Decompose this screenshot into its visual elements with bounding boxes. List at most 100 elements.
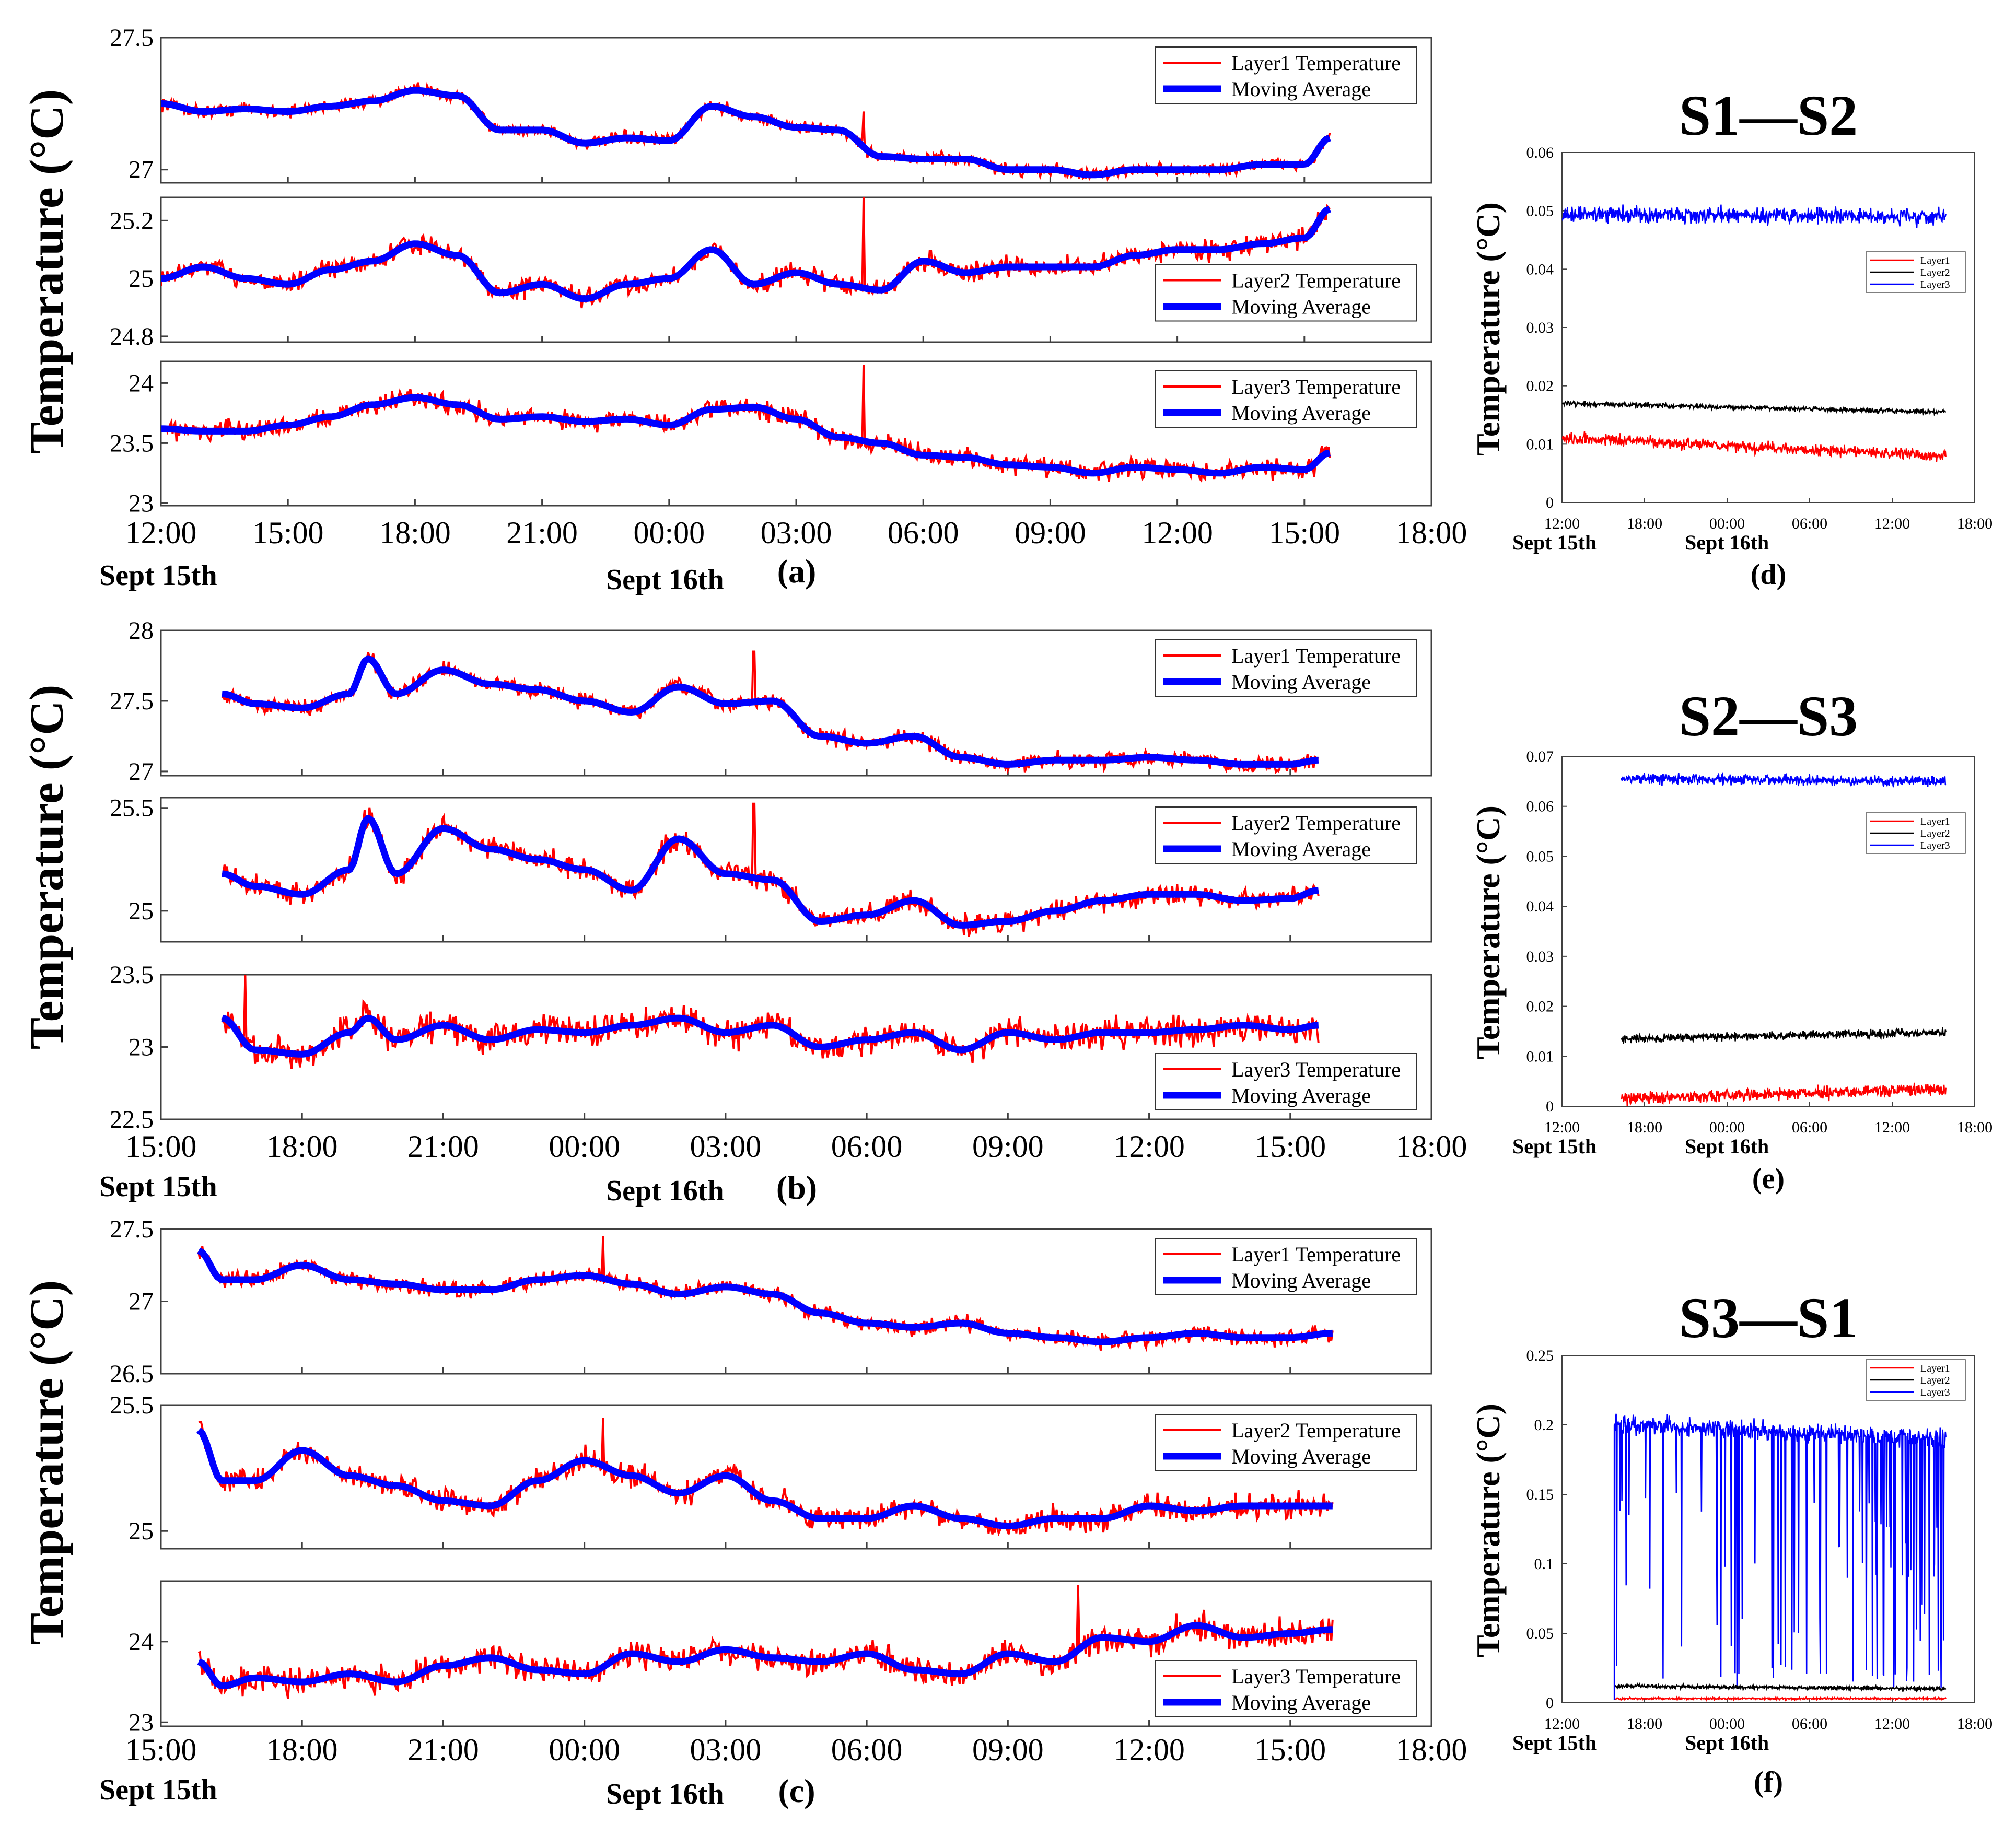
y-tick-label: 27 <box>129 1288 154 1316</box>
x-tick-label: 18:00 <box>1957 515 1992 532</box>
y-tick-label: 0.02 <box>1526 998 1554 1015</box>
x-tick-label: 15:00 <box>125 1129 197 1164</box>
legend-label-layer3: Layer3 <box>1920 840 1950 851</box>
y-tick-label: 27.5 <box>110 1215 154 1243</box>
x-tick-label: 18:00 <box>266 1733 338 1767</box>
x-tick-label: 06:00 <box>831 1129 903 1164</box>
x-tick-label: 15:00 <box>1254 1733 1326 1767</box>
panel-title: S3—S1 <box>1679 1286 1858 1350</box>
x-tick-label: 12:00 <box>1874 1715 1910 1733</box>
panel-caption: (b) <box>776 1169 817 1206</box>
panel-title: S1—S2 <box>1679 84 1858 147</box>
x-tick-label: 18:00 <box>1957 1119 1992 1136</box>
series-moving-average-1 <box>161 87 1331 179</box>
date-mid-label: Sept 16th <box>1685 1731 1769 1754</box>
panel-f: S3—S1 Temperature (°C) 0.25 0.2 0.15 0.1 0.05 0… <box>1470 1286 1992 1798</box>
series-layer3 <box>1620 771 1947 788</box>
x-tick-label: 03:00 <box>690 1733 762 1767</box>
legend-box <box>1155 1053 1417 1110</box>
x-tick-label: 15:00 <box>1268 516 1340 550</box>
legend: Layer2 Temperature Moving Average <box>1155 264 1417 322</box>
y-tick-label: 26.5 <box>110 1360 154 1388</box>
legend-label-layer3: Layer3 <box>1920 1387 1950 1398</box>
y-axis-label: Temperature (°C) <box>20 1280 73 1645</box>
panel-e: S2—S3 Temperature (°C) 0.07 0.06 0.05 0.04 0.0… <box>1470 684 1992 1195</box>
x-tick-label: 12:00 <box>1113 1129 1185 1164</box>
y-tick-label: 27 <box>129 758 154 786</box>
x-tick-label: 12:00 <box>1544 1715 1580 1733</box>
legend: Layer2 Temperature Moving Average <box>1155 1414 1417 1471</box>
y-tick-label: 0.01 <box>1526 1048 1554 1065</box>
y-tick-label: 28 <box>129 617 154 645</box>
legend-box <box>1155 639 1417 697</box>
subplot-c-1: 27.5 27 26.5 Layer1 Temperature Moving Avera… <box>110 1215 1432 1388</box>
legend-avg-label: Moving Average <box>1231 77 1371 101</box>
y-axis-label: Temperature (°C) <box>1470 1403 1507 1657</box>
legend-raw-label: Layer1 Temperature <box>1231 644 1401 668</box>
y-axis-label: Temperature (°C) <box>1470 805 1507 1059</box>
date-start-label: Sept 15th <box>1512 1731 1597 1754</box>
x-tick-label: 18:00 <box>1957 1715 1992 1733</box>
legend-box <box>1155 806 1417 864</box>
legend-raw-label: Layer3 Temperature <box>1231 375 1401 399</box>
x-tick-label: 18:00 <box>1396 516 1467 550</box>
legend-avg-label: Moving Average <box>1231 295 1371 319</box>
series-moving-average-3 <box>197 1622 1333 1690</box>
panel-caption: (e) <box>1752 1163 1785 1195</box>
x-tick-label: 06:00 <box>831 1733 903 1767</box>
date-mid-label: Sept 16th <box>1685 531 1769 554</box>
series-raw-2 <box>222 802 1320 937</box>
y-tick-label: 0.1 <box>1534 1555 1554 1573</box>
date-mid-label: Sept 16th <box>606 1175 724 1207</box>
y-tick-label: 0.01 <box>1526 436 1554 453</box>
series-layer2 <box>1562 400 1947 417</box>
y-tick-label: 0.04 <box>1526 898 1554 915</box>
legend-box <box>1155 1414 1417 1471</box>
y-tick-label: 24 <box>129 369 154 397</box>
legend-label-layer3: Layer3 <box>1920 279 1950 290</box>
y-axis-label: Temperature (°C) <box>20 89 73 454</box>
x-tick-label: 12:00 <box>1874 515 1910 532</box>
y-tick-label: 0.2 <box>1534 1417 1554 1434</box>
legend: Layer1 Temperature Moving Average <box>1155 1238 1417 1295</box>
series-moving-average-2 <box>161 206 1331 302</box>
panel-caption: (c) <box>778 1772 815 1809</box>
legend-box <box>1155 264 1417 322</box>
y-tick-label: 0.25 <box>1526 1347 1554 1364</box>
x-tick-label: 15:00 <box>125 1733 197 1767</box>
x-tick-label: 09:00 <box>972 1129 1044 1164</box>
y-tick-label: 0.05 <box>1526 203 1554 220</box>
legend-label-layer2: Layer2 <box>1920 1375 1950 1386</box>
series-moving-average-2 <box>222 815 1319 929</box>
y-tick-label: 25.2 <box>110 207 154 235</box>
x-tick-label: 00:00 <box>1709 1119 1745 1136</box>
x-tick-label: 15:00 <box>1254 1129 1326 1164</box>
y-tick-label: 0.05 <box>1526 1625 1554 1642</box>
date-start-label: Sept 15th <box>1512 531 1597 554</box>
y-tick-label: 23 <box>129 1034 154 1061</box>
legend-avg-label: Moving Average <box>1231 401 1371 425</box>
x-tick-label: 12:00 <box>1113 1733 1185 1767</box>
y-tick-label: 23 <box>129 489 154 517</box>
y-tick-label: 25 <box>129 265 154 292</box>
panel-b: Temperature (°C) 28 27.5 27 Layer1 Temperatu… <box>20 617 1467 1207</box>
subplot-c-2: 25.5 25 Layer2 Temperature Moving Average <box>110 1391 1432 1550</box>
series-layer2 <box>1621 1027 1947 1044</box>
x-tick-label: 21:00 <box>506 516 578 550</box>
x-tick-label: 12:00 <box>1544 515 1580 532</box>
series-moving-average-3 <box>221 1014 1319 1058</box>
y-tick-label: 25.5 <box>110 794 154 822</box>
series-moving-average-1 <box>197 1247 1333 1345</box>
y-tick-label: 0.06 <box>1526 144 1554 161</box>
legend-label-layer2: Layer2 <box>1920 267 1950 278</box>
x-tick-label: 09:00 <box>972 1733 1044 1767</box>
